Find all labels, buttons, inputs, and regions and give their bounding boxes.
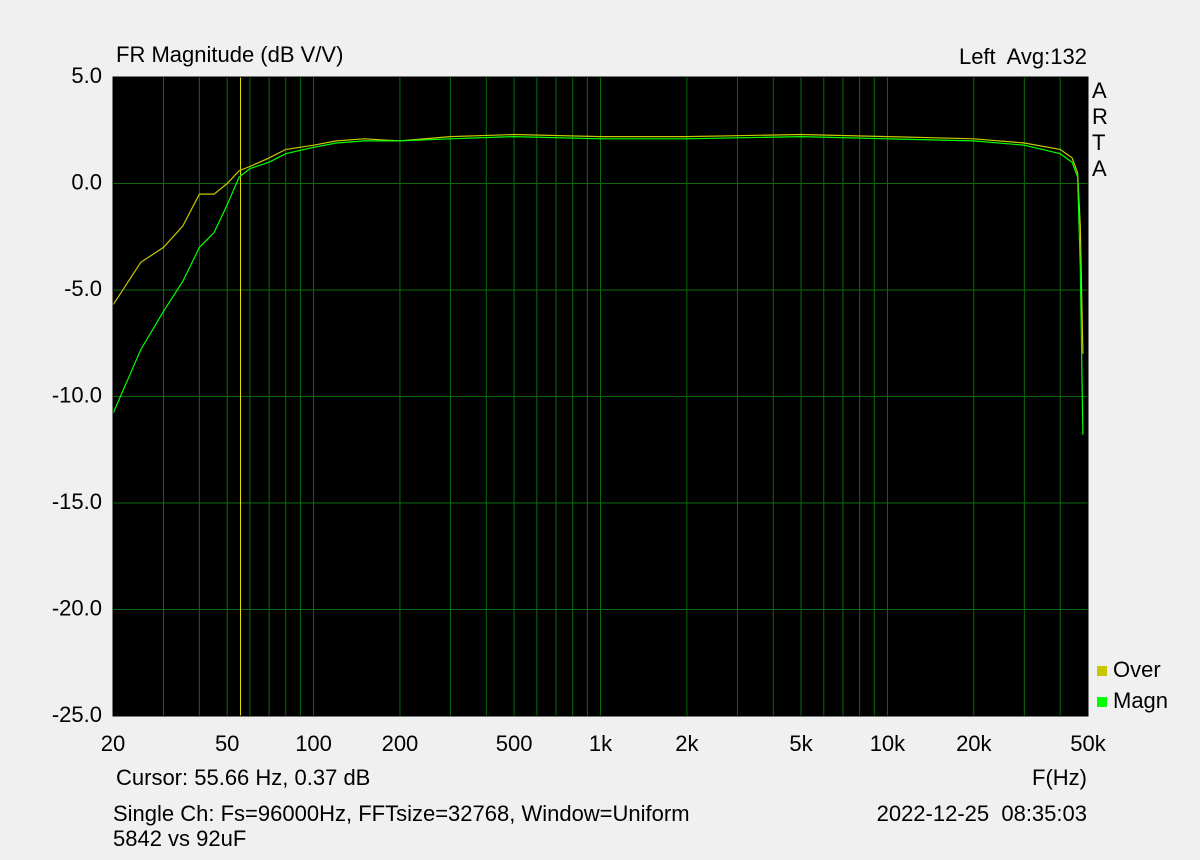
y-tick-label: -10.0	[52, 382, 102, 407]
x-tick-label: 100	[295, 731, 332, 756]
x-tick-label: 5k	[789, 731, 813, 756]
chart-title: FR Magnitude (dB V/V)	[116, 42, 343, 67]
channel-label: Left Avg:132	[959, 44, 1087, 69]
x-tick-label: 20	[101, 731, 125, 756]
y-tick-label: -25.0	[52, 702, 102, 727]
x-tick-label: 2k	[675, 731, 699, 756]
x-tick-label: 50k	[1070, 731, 1106, 756]
x-tick-label: 10k	[870, 731, 906, 756]
brand: ARTA	[1092, 78, 1108, 181]
x-tick-label: 200	[382, 731, 419, 756]
x-tick-label: 1k	[589, 731, 613, 756]
y-tick-label: 0.0	[71, 169, 102, 194]
y-tick-label: -5.0	[64, 276, 102, 301]
footer: Single Ch: Fs=96000Hz, FFTsize=32768, Wi…	[113, 801, 690, 826]
x-tick-label: 50	[215, 731, 239, 756]
x-tick-label: 20k	[956, 731, 992, 756]
timestamp: 2022-12-25 08:35:03	[877, 801, 1087, 826]
plot-border	[112, 76, 1089, 717]
y-tick-label: -15.0	[52, 489, 102, 514]
x-tick-label: 500	[496, 731, 533, 756]
cursor-label: Cursor: 55.66 Hz, 0.37 dB	[116, 765, 370, 790]
legend-swatch	[1097, 666, 1107, 676]
legend-label: Magn	[1113, 688, 1168, 713]
series-line	[112, 133, 1084, 354]
legend-swatch	[1097, 697, 1107, 707]
y-tick-label: 5.0	[71, 63, 102, 88]
legend-label: Over	[1113, 657, 1161, 682]
x-axis-label: F(Hz)	[1032, 765, 1087, 790]
y-tick-label: -20.0	[52, 595, 102, 620]
note: 5842 vs 92uF	[113, 826, 246, 851]
series-line	[112, 135, 1084, 435]
